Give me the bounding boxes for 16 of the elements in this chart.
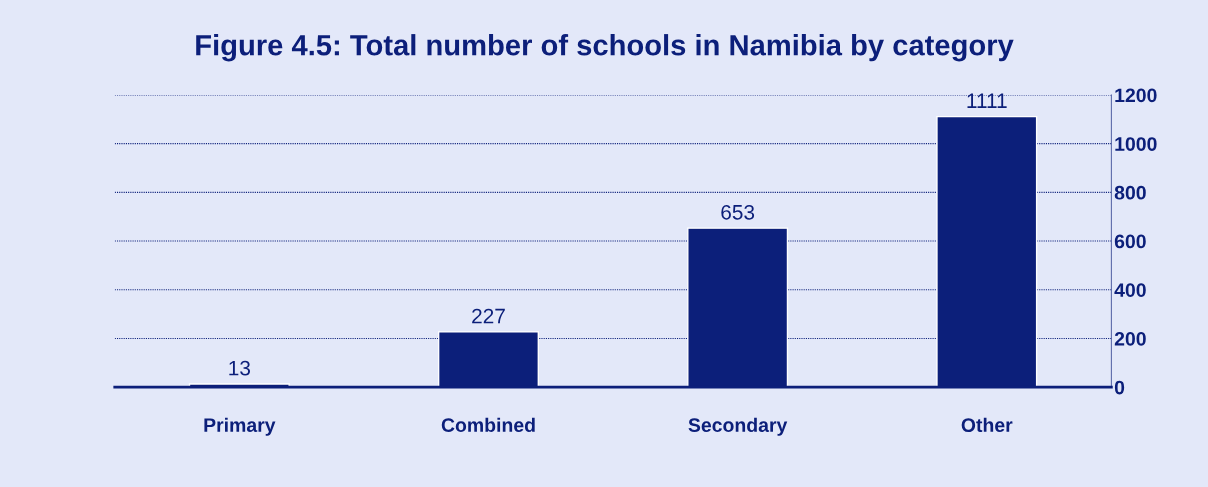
y-tick-label: 1200 <box>1115 88 1157 103</box>
y-tick-label: 800 <box>1114 185 1146 200</box>
y-tick-label: 1000 <box>1115 137 1157 151</box>
data-label: 227 <box>472 308 505 324</box>
y-tick-label: 600 <box>1114 234 1146 249</box>
x-tick-label: Secondary <box>688 417 788 436</box>
x-tick-label: Primary <box>204 417 276 436</box>
data-label: 13 <box>229 360 251 376</box>
y-tick-label: 400 <box>1114 283 1146 297</box>
data-label: 1111 <box>967 93 1007 108</box>
chart-title: Figure 4.5: Total number of schools in Namibia by category <box>196 34 1014 62</box>
x-tick-label: Combined <box>441 417 535 432</box>
y-tick-label: 0 <box>1114 380 1125 395</box>
y-tick-label: 200 <box>1114 331 1146 346</box>
data-label: 653 <box>721 204 755 220</box>
x-tick-label: Other <box>961 417 1013 432</box>
